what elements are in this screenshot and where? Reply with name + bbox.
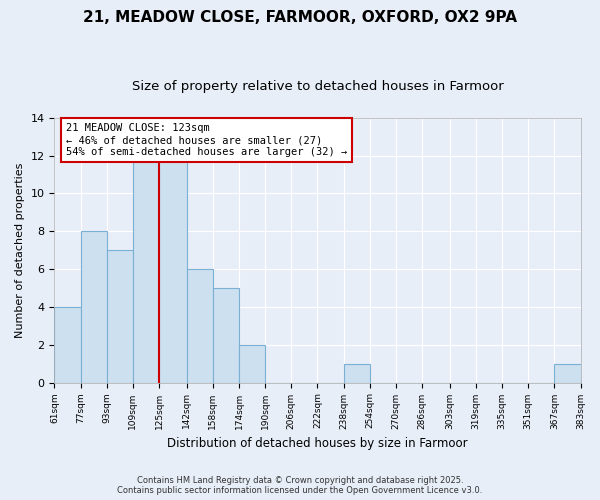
Bar	[133, 156, 159, 382]
Bar	[554, 364, 581, 382]
Y-axis label: Number of detached properties: Number of detached properties	[15, 162, 25, 338]
X-axis label: Distribution of detached houses by size in Farmoor: Distribution of detached houses by size …	[167, 437, 468, 450]
Bar	[80, 232, 107, 382]
Text: Contains HM Land Registry data © Crown copyright and database right 2025.
Contai: Contains HM Land Registry data © Crown c…	[118, 476, 482, 495]
Bar	[344, 364, 370, 382]
Bar	[187, 269, 213, 382]
Bar	[159, 156, 187, 382]
Bar	[239, 344, 265, 383]
Text: 21 MEADOW CLOSE: 123sqm
← 46% of detached houses are smaller (27)
54% of semi-de: 21 MEADOW CLOSE: 123sqm ← 46% of detache…	[66, 124, 347, 156]
Text: 21, MEADOW CLOSE, FARMOOR, OXFORD, OX2 9PA: 21, MEADOW CLOSE, FARMOOR, OXFORD, OX2 9…	[83, 10, 517, 25]
Bar	[107, 250, 133, 382]
Bar	[213, 288, 239, 382]
Title: Size of property relative to detached houses in Farmoor: Size of property relative to detached ho…	[131, 80, 503, 93]
Bar	[55, 307, 80, 382]
